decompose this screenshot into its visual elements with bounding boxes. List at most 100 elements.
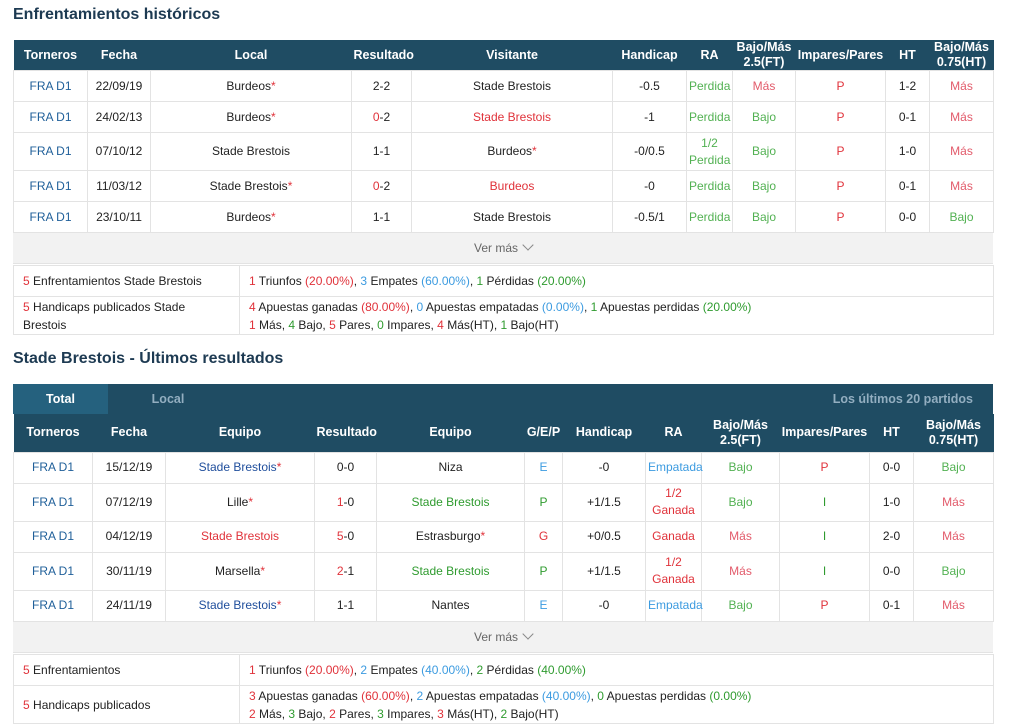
league-cell: FRA D1 [13, 551, 93, 591]
summary-segment: 2 [360, 663, 368, 677]
home-team-cell: Stade Brestois [165, 520, 315, 553]
team-name[interactable]: Niza [438, 460, 463, 474]
col-header: Impares/Pares [795, 40, 886, 71]
league-link[interactable]: FRA D1 [31, 563, 74, 578]
recent-show-more[interactable]: Ver más [13, 622, 993, 653]
gep-cell: E [524, 589, 563, 622]
summary-segment: 3 [288, 706, 296, 721]
ht-cell: 0-1 [869, 589, 914, 622]
away-team-cell: Stade Brestois [376, 482, 525, 522]
star-icon: * [276, 598, 282, 612]
ht-cell: 1-2 [885, 70, 930, 102]
league-cell: FRA D1 [13, 101, 88, 133]
date-cell: 30/11/19 [92, 551, 166, 591]
ra-cell: 1/2 Ganada [645, 551, 702, 591]
summary-segment: , [590, 688, 598, 703]
date-cell: 24/11/19 [92, 589, 166, 622]
col-header: HT [885, 40, 930, 71]
team-name[interactable]: Lille [226, 494, 249, 509]
results-tabs: Total Local Los últimos 20 partidos [13, 384, 993, 414]
ht-cell: 0-0 [869, 551, 914, 591]
team-name[interactable]: Stade Brestois [211, 144, 291, 158]
score-home: 0 [372, 109, 380, 124]
ra-cell: Perdida [686, 201, 733, 233]
score-separator: - [343, 460, 348, 474]
summary-segment: (60.00%) [421, 274, 470, 288]
ra-value: 1/2 [701, 135, 718, 150]
summary-lines: 4 Apuestas ganadas (80.00%), 0 Apuestas … [239, 296, 994, 335]
summary-segment: 1 [500, 317, 508, 332]
summary-segment: 1 [249, 317, 256, 332]
table-row: FRA D1 07/12/19 Lille* 1-0 Stade Brestois P +1… [13, 482, 994, 522]
team-name[interactable]: Stade Brestois [411, 563, 490, 578]
summary-segment: 1 [590, 299, 598, 314]
over-under-ht-cell: Más [913, 520, 994, 553]
team-name[interactable]: Burdeos [226, 109, 272, 124]
over-under-ht-cell: Más [913, 589, 994, 622]
summary-segment: Triunfos [255, 274, 306, 288]
away-team-cell: Stade Brestois [411, 101, 613, 133]
h2h-title: Enfrentamientos históricos [13, 6, 221, 23]
odd-even-cell: P [795, 170, 886, 202]
team-name[interactable]: Stade Brestois [198, 460, 277, 474]
team-name[interactable]: Nantes [431, 598, 470, 612]
league-link[interactable]: FRA D1 [31, 598, 74, 612]
team-name[interactable]: Burdeos [489, 178, 535, 193]
summary-lines: 3 Apuestas ganadas (60.00%), 2 Apuestas … [239, 685, 994, 724]
table-row: FRA D1 22/09/19 Burdeos* 2-2 Stade Brestois -… [13, 70, 994, 102]
league-link[interactable]: FRA D1 [29, 78, 72, 93]
summary-segment: , [409, 688, 417, 703]
away-team-cell: Stade Brestois [376, 551, 525, 591]
team-name[interactable]: Stade Brestois [200, 529, 280, 543]
odd-even-cell: P [795, 132, 886, 171]
handicap-cell: +0/0.5 [562, 520, 646, 553]
score-away: 2 [383, 178, 391, 193]
league-link[interactable]: FRA D1 [29, 144, 72, 158]
h2h-show-more[interactable]: Ver más [13, 233, 993, 264]
recent-table: Torneros Fecha Equipo Resultado Equipo G… [13, 414, 994, 622]
summary-segment: 3 [360, 274, 368, 288]
team-name[interactable]: Stade Brestois [472, 209, 552, 224]
team-name[interactable]: Stade Brestois [411, 494, 490, 509]
team-name[interactable]: Estrasburgo [415, 529, 481, 543]
team-name[interactable]: Stade Brestois [209, 178, 288, 193]
team-name[interactable]: Marsella [214, 563, 261, 578]
summary-label: 5 Handicaps publicados [13, 685, 240, 724]
team-name[interactable]: Stade Brestois [198, 598, 277, 612]
team-name[interactable]: Burdeos [226, 209, 272, 224]
league-link[interactable]: FRA D1 [31, 529, 74, 543]
league-link[interactable]: FRA D1 [29, 209, 72, 224]
summary-line: 4 Apuestas ganadas (80.00%), 0 Apuestas … [249, 298, 984, 316]
handicap-cell: -0.5/1 [612, 201, 687, 233]
team-name[interactable]: Stade Brestois [472, 78, 552, 93]
last-20-matches-label: Los últimos 20 partidos [832, 392, 973, 406]
away-team-cell: Burdeos* [411, 132, 613, 171]
col-header: RA [686, 40, 733, 71]
league-cell: FRA D1 [13, 201, 88, 233]
summary-segment: 3 [249, 688, 256, 703]
col-header: Bajo/Más 0.75(HT) [929, 40, 994, 71]
league-cell: FRA D1 [13, 589, 93, 622]
summary-segment: Apuestas perdidas [603, 688, 710, 703]
col-header: Handicap [562, 414, 646, 452]
summary-segment: Pérdidas [483, 274, 538, 288]
league-link[interactable]: FRA D1 [29, 178, 72, 193]
summary-label-text: Enfrentamientos [33, 663, 121, 677]
summary-segment: (20.00%) [702, 299, 752, 314]
ra-cell: Ganada [645, 520, 702, 553]
result-cell: 0-2 [351, 170, 412, 202]
team-name[interactable]: Burdeos [487, 144, 533, 158]
league-link[interactable]: FRA D1 [31, 460, 74, 474]
col-header: Torneros [13, 414, 93, 452]
star-icon: * [480, 529, 486, 543]
summary-segment: (60.00%) [361, 688, 410, 703]
date-cell: 22/09/19 [87, 70, 151, 102]
league-link[interactable]: FRA D1 [31, 494, 74, 509]
col-header: Equipo [376, 414, 525, 452]
date-cell: 07/10/12 [87, 132, 151, 171]
team-name[interactable]: Burdeos [226, 78, 272, 93]
team-name[interactable]: Stade Brestois [472, 109, 552, 124]
tab-total[interactable]: Total [13, 384, 108, 414]
tab-local[interactable]: Local [151, 392, 185, 406]
league-link[interactable]: FRA D1 [29, 109, 72, 124]
